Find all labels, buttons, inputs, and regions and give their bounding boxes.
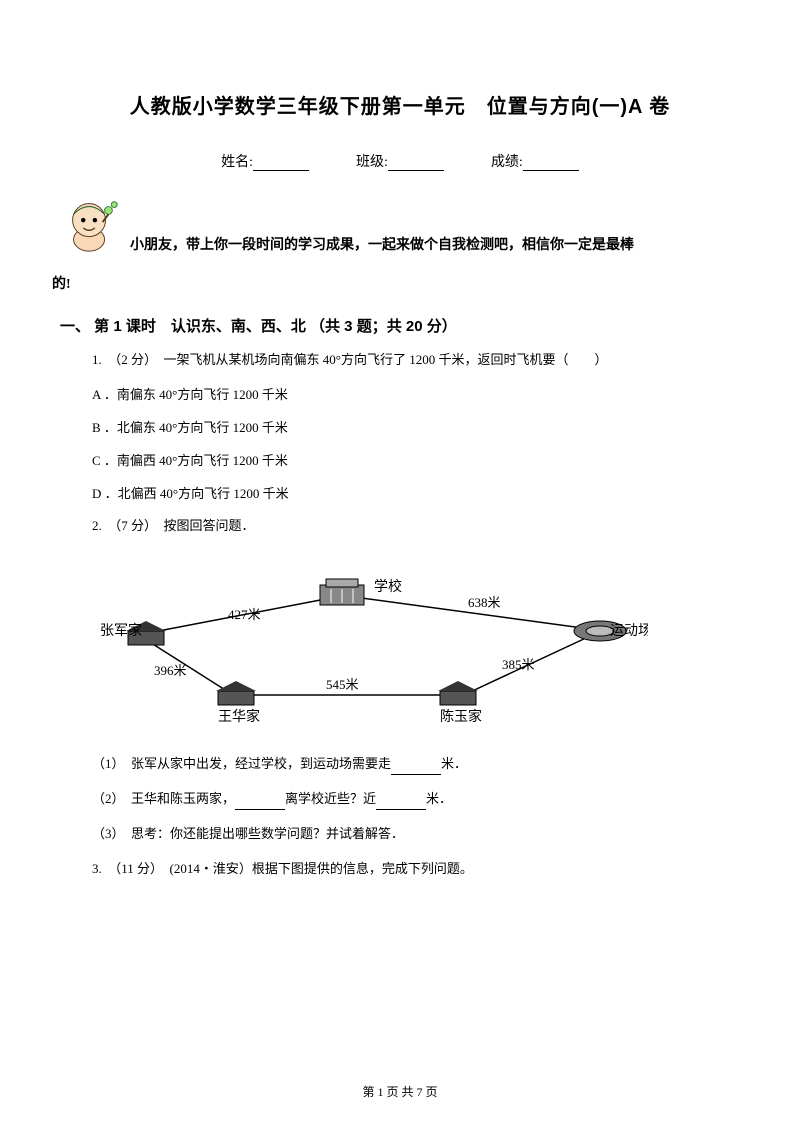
dist-school-pg: 638米 <box>468 595 501 610</box>
name-label: 姓名: <box>221 155 253 170</box>
mascot-icon <box>60 193 122 255</box>
q2-sub2-a: （2） 王华和陈玉两家， <box>92 791 235 806</box>
score-blank[interactable] <box>523 156 579 171</box>
name-blank[interactable] <box>253 156 309 171</box>
label-school: 学校 <box>374 578 402 595</box>
label-playground: 运动场 <box>610 623 648 639</box>
intro-text: 小朋友，带上你一段时间的学习成果，一起来做个自我检测吧，相信你一定是最棒 <box>130 229 634 263</box>
q1-option-b: B ．北偏东 40°方向飞行 1200 千米 <box>92 417 740 436</box>
dist-zj-school: 427米 <box>228 607 261 622</box>
q2-sub2-blank1[interactable] <box>235 795 285 810</box>
intro-tail: 的! <box>52 273 740 293</box>
q2-sub1-a: （1） 张军从家中出发，经过学校，到运动场需要走 <box>92 756 391 771</box>
q2-sub2: （2） 王华和陈玉两家， 离学校近些？近 米． <box>92 789 740 810</box>
section-1-heading: 一、 第 1 课时 认识东、南、西、北 （共 3 题；共 20 分） <box>60 315 740 336</box>
q1-option-a: A ．南偏东 40°方向飞行 1200 千米 <box>92 384 740 403</box>
dist-wh-cy: 545米 <box>326 677 359 692</box>
class-label: 班级: <box>356 155 388 170</box>
q3-stem: 3. （11 分） (2014・淮安）根据下图提供的信息，完成下列问题。 <box>92 859 740 880</box>
meta-line: 姓名: 班级: 成绩: <box>60 151 740 171</box>
q2-sub1-b: 米． <box>441 756 467 771</box>
q2-sub2-b: 离学校近些？近 <box>285 791 376 806</box>
q1-option-c: C ．南偏西 40°方向飞行 1200 千米 <box>92 450 740 469</box>
score-label: 成绩: <box>491 155 523 170</box>
q2-sub1: （1） 张军从家中出发，经过学校，到运动场需要走 米． <box>92 754 740 775</box>
dist-zj-wh: 396米 <box>154 663 187 678</box>
q2-sub2-c: 米． <box>426 791 452 806</box>
dist-cy-pg: 385米 <box>502 657 535 672</box>
page-title: 人教版小学数学三年级下册第一单元 位置与方向(一)A 卷 <box>60 90 740 119</box>
q2-sub1-blank[interactable] <box>391 760 441 775</box>
page-footer: 第 1 页 共 7 页 <box>0 1083 800 1100</box>
label-chenyu: 陈玉家 <box>440 708 482 725</box>
q2-stem: 2. （7 分） 按图回答问题． <box>92 516 740 537</box>
q2-sub3: （3） 思考：你还能提出哪些数学问题？并试着解答． <box>92 824 740 845</box>
label-wanghua: 王华家 <box>218 708 260 725</box>
q1-stem: 1. （2 分） 一架飞机从某机场向南偏东 40°方向飞行了 1200 千米，返… <box>92 350 740 371</box>
class-blank[interactable] <box>388 156 444 171</box>
q2-diagram: 张军家 学校 运动场 王华家 陈玉家 427米 638米 396米 545米 3… <box>88 555 740 740</box>
q2-sub2-blank2[interactable] <box>376 795 426 810</box>
q1-option-d: D ．北偏西 40°方向飞行 1200 千米 <box>92 483 740 502</box>
label-zhangjun: 张军家 <box>100 622 142 639</box>
